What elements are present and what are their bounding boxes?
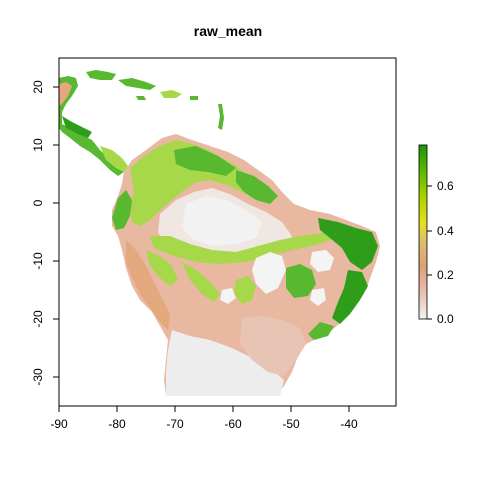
- x-tick-label: -90: [50, 417, 68, 431]
- plot-frame: [58, 57, 397, 407]
- y-tick-label: -10: [31, 252, 45, 270]
- x-tick-label: -80: [108, 417, 126, 431]
- mexico-highland: [59, 82, 72, 106]
- central-brazil-low-3: [220, 288, 236, 304]
- venezuela-green: [174, 146, 236, 176]
- south-brazil: [240, 316, 306, 376]
- pacific-coast-green: [112, 190, 132, 230]
- color-legend: 0.6 0.4 0.2 0.0: [418, 144, 454, 326]
- cerrado-green-patches: [286, 264, 316, 298]
- central-america-isthmus: [100, 146, 128, 172]
- amazon-core-inner: [182, 196, 262, 246]
- atlantic-forest-north: [318, 218, 378, 270]
- x-tick-label: -50: [282, 417, 300, 431]
- atlantic-forest-central: [332, 270, 368, 324]
- west-amazon-green: [146, 250, 178, 286]
- central-brazil-low-4: [310, 288, 326, 306]
- legend-tick-label: 0.6: [437, 179, 454, 193]
- x-axis: -90 -80 -70 -60 -50 -40: [50, 406, 358, 431]
- atlantic-forest-south: [308, 322, 334, 340]
- y-tick-label: 0: [31, 199, 45, 206]
- y-tick-label: -30: [31, 368, 45, 386]
- legend-tick-label: 0.4: [437, 224, 454, 238]
- x-tick-label: -60: [224, 417, 242, 431]
- map-raster: [59, 70, 380, 396]
- legend-tick-label: 0.0: [437, 312, 454, 326]
- southern-cone-low: [166, 330, 284, 396]
- andes-orange: [126, 240, 170, 330]
- central-brazil-low-2: [310, 250, 334, 272]
- plot-title: raw_mean: [194, 23, 262, 39]
- yucatan: [86, 70, 116, 80]
- south-amazon-green: [182, 262, 220, 302]
- puerto-rico: [190, 96, 198, 100]
- legend-tick-label: 0.2: [437, 268, 454, 282]
- y-tick-label: 10: [31, 138, 45, 152]
- mexico-south: [62, 116, 92, 138]
- central-brazil-low-1: [252, 252, 286, 294]
- lesser-antilles: [218, 104, 224, 130]
- y-tick-label: -20: [31, 310, 45, 328]
- jamaica: [136, 96, 146, 100]
- guiana-shield: [236, 170, 278, 204]
- amazon-river-green: [150, 230, 332, 264]
- y-axis: 20 10 0 -10 -20 -30: [31, 80, 59, 386]
- y-tick-label: 20: [31, 80, 45, 94]
- hispaniola: [160, 90, 182, 98]
- cuba: [118, 78, 156, 90]
- northern-andes-green: [130, 140, 262, 226]
- x-tick-label: -40: [340, 417, 358, 431]
- legend-colorbar: [418, 144, 428, 320]
- x-tick-label: -70: [166, 417, 184, 431]
- cerrado-green-west: [234, 276, 256, 304]
